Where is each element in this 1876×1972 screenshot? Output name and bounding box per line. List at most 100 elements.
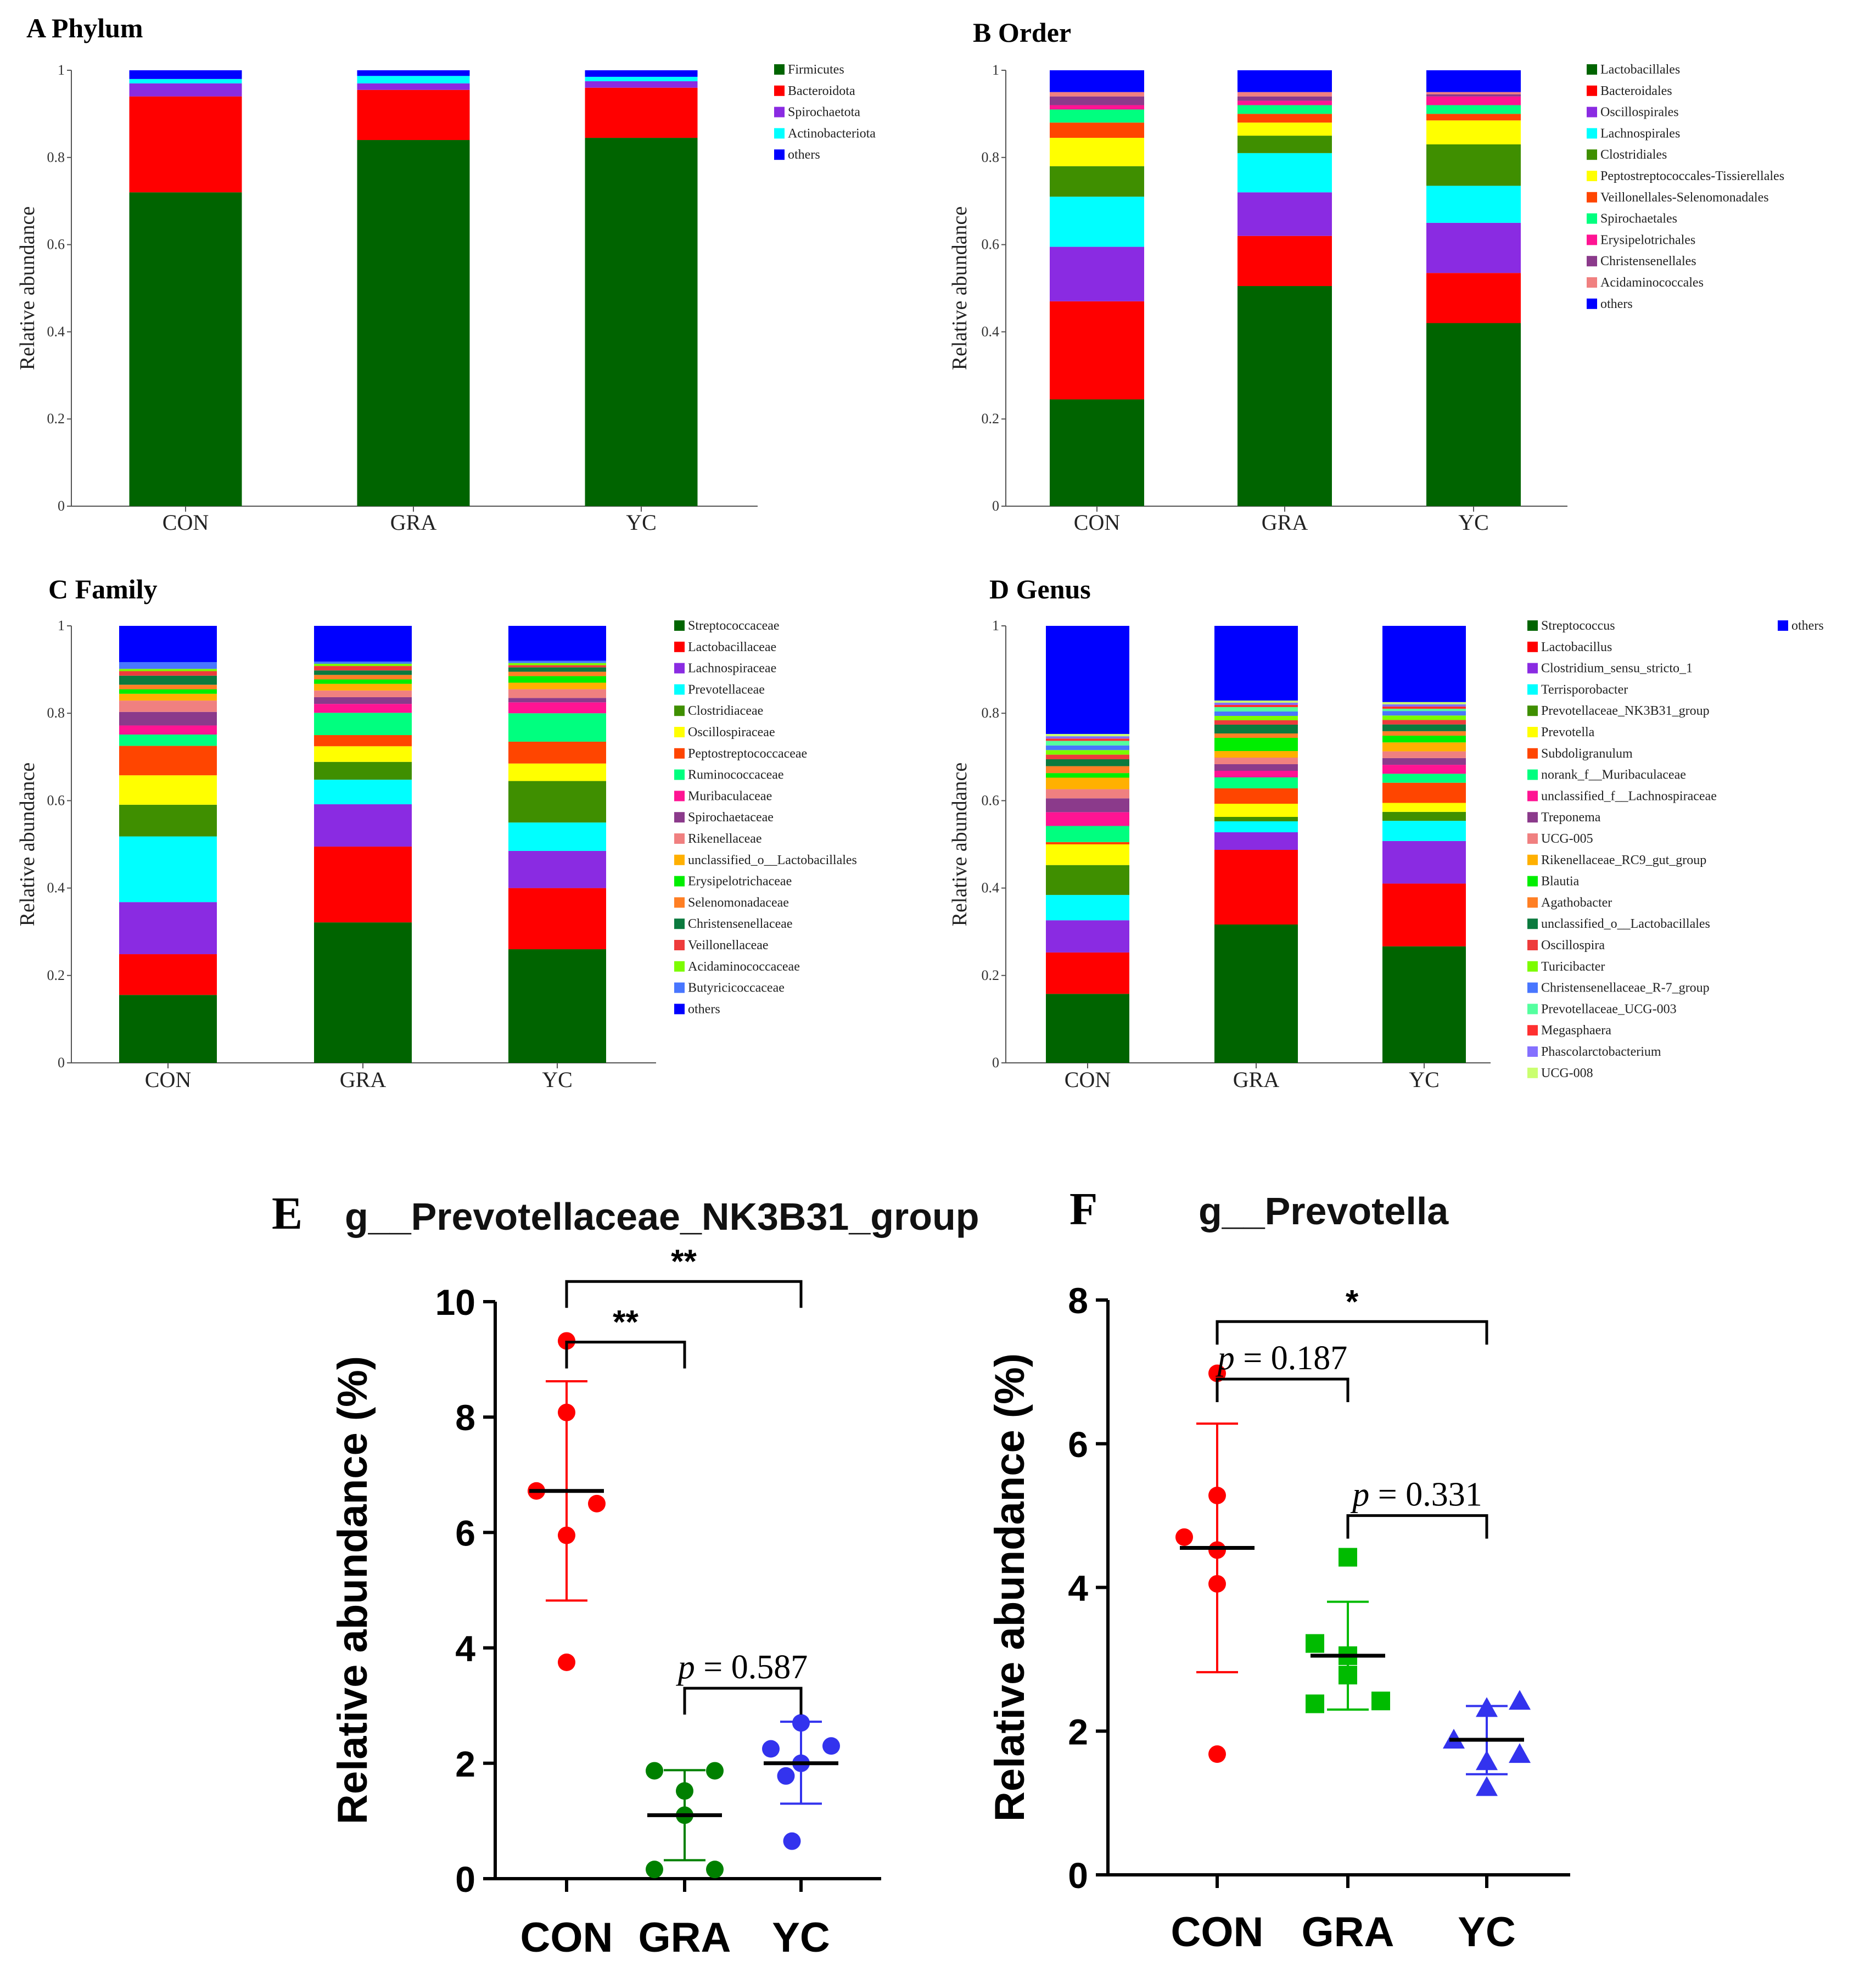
bar-segment-gra bbox=[1237, 92, 1332, 97]
y-axis-label: Relative abundance bbox=[948, 206, 971, 371]
legend-swatch bbox=[1527, 727, 1538, 737]
bar-segment-con bbox=[1050, 122, 1144, 138]
x-tick-label: CON bbox=[520, 1914, 613, 1961]
y-tick-label: 1 bbox=[992, 618, 999, 634]
legend-label: Agathobacter bbox=[1541, 895, 1612, 910]
legend-swatch bbox=[1527, 684, 1538, 695]
data-point bbox=[777, 1767, 795, 1785]
bar-segment-gra bbox=[1237, 122, 1332, 136]
p-value-label: p = 0.331 bbox=[1350, 1476, 1482, 1514]
bar-segment-yc bbox=[1382, 782, 1466, 803]
data-point bbox=[792, 1714, 810, 1732]
bar-segment-con bbox=[1046, 789, 1129, 799]
legend-swatch bbox=[674, 641, 685, 652]
plot-title: g__Prevotellaceae_NK3B31_group bbox=[345, 1195, 979, 1238]
significance-bracket bbox=[683, 1687, 803, 1715]
bar-segment-gra bbox=[1214, 777, 1298, 788]
bar-segment-gra bbox=[314, 804, 412, 847]
legend-label: Bacteroidota bbox=[788, 84, 855, 98]
x-tick-label: YC bbox=[772, 1914, 830, 1961]
bar-segment-yc bbox=[1382, 883, 1466, 946]
bar-segment-gra bbox=[1214, 832, 1298, 850]
legend-swatch bbox=[1527, 705, 1538, 716]
bar-segment-gra bbox=[357, 83, 470, 90]
legend-label: Christensenellaceae bbox=[688, 917, 793, 931]
bar-segment-con bbox=[1046, 741, 1129, 746]
significance-bracket bbox=[1216, 1377, 1349, 1402]
y-tick-label: 0 bbox=[58, 498, 65, 514]
legend-label: Streptococcaceae bbox=[688, 619, 780, 633]
bar-segment-gra bbox=[1237, 136, 1332, 153]
legend-swatch bbox=[674, 620, 685, 631]
x-tick-label: GRA bbox=[1262, 510, 1308, 535]
bar-segment-yc bbox=[1382, 811, 1466, 821]
legend-swatch bbox=[1587, 277, 1597, 288]
bar-segment-con bbox=[119, 746, 217, 776]
legend-swatch bbox=[1587, 149, 1597, 160]
bar-segment-gra bbox=[314, 761, 412, 780]
legend-swatch bbox=[1527, 961, 1538, 972]
panel-c-stacked-bar: C Family 0 0.2 0.4 0.6 0.8 1 Relative abundance… bbox=[16, 574, 857, 1092]
significance-bracket bbox=[1346, 1514, 1488, 1539]
legend-label: others bbox=[1600, 297, 1633, 311]
data-point bbox=[558, 1403, 575, 1421]
bar-segment-gra bbox=[1237, 70, 1332, 92]
legend-label: Treponema bbox=[1541, 810, 1601, 825]
bar-segment-gra bbox=[1237, 114, 1332, 123]
x-tick-label: GRA bbox=[1302, 1909, 1395, 1956]
bar-segment-yc bbox=[508, 676, 606, 683]
bar-segment-yc bbox=[508, 781, 606, 823]
bar-segment-yc bbox=[508, 949, 606, 1063]
bar-segment-gra bbox=[1237, 286, 1332, 506]
data-point bbox=[1476, 1697, 1498, 1717]
data-point bbox=[1306, 1634, 1324, 1653]
legend-swatch bbox=[1527, 1025, 1538, 1036]
data-point bbox=[1476, 1776, 1498, 1796]
y-tick-label: 0 bbox=[992, 498, 999, 514]
bar-segment-yc bbox=[1382, 821, 1466, 841]
data-point bbox=[558, 1653, 575, 1671]
legend-label: Spirochaetaceae bbox=[688, 810, 774, 825]
legend-label: Oscillospiraceae bbox=[688, 725, 775, 740]
legend-swatch bbox=[1587, 128, 1597, 139]
bar-segment-gra bbox=[1237, 105, 1332, 114]
y-tick-label: 6 bbox=[455, 1512, 475, 1553]
legend-label: unclassified_o__Lactobacillales bbox=[688, 853, 857, 867]
bar-segment-yc bbox=[585, 138, 698, 506]
y-tick-label: 2 bbox=[455, 1744, 475, 1784]
legend-swatch bbox=[1587, 85, 1597, 96]
bar-segment-yc bbox=[1382, 724, 1466, 731]
legend-label: unclassified_o__Lactobacillales bbox=[1541, 917, 1710, 931]
legend-swatch bbox=[674, 961, 685, 972]
bar-segment-gra bbox=[1214, 817, 1298, 821]
legend-label: Prevotellaceae_UCG-003 bbox=[1541, 1002, 1677, 1016]
y-tick-label: 0.2 bbox=[47, 967, 65, 983]
data-point bbox=[1208, 1486, 1226, 1504]
bar-segment-con bbox=[119, 995, 217, 1063]
y-tick-label: 2 bbox=[1068, 1711, 1088, 1752]
bar-segment-con bbox=[1050, 96, 1144, 105]
legend-label: Christensenellales bbox=[1600, 254, 1696, 268]
bar-segment-yc bbox=[1426, 120, 1521, 144]
bar-segment-gra bbox=[1214, 758, 1298, 764]
p-value-label: p = 0.587 bbox=[676, 1649, 808, 1686]
legend-label: Lactobacillaceae bbox=[688, 640, 776, 654]
bar-segment-gra bbox=[314, 626, 412, 662]
legend-label: Prevotellaceae_NK3B31_group bbox=[1541, 704, 1710, 718]
bar-segment-gra bbox=[1214, 626, 1298, 701]
y-tick-label: 10 bbox=[435, 1282, 475, 1323]
legend-label: Turicibacter bbox=[1541, 960, 1605, 974]
panel-label-f: F bbox=[1069, 1184, 1097, 1235]
bar-segment-con bbox=[119, 734, 217, 746]
y-tick-label: 0 bbox=[992, 1055, 999, 1071]
bar-segment-yc bbox=[508, 663, 606, 665]
bar-segment-yc bbox=[1382, 751, 1466, 758]
y-tick-label: 0.4 bbox=[982, 880, 1000, 896]
panel-label-a: A Phylum bbox=[26, 13, 143, 43]
bar-segment-yc bbox=[1382, 803, 1466, 812]
bar-segment-con bbox=[1046, 777, 1129, 789]
legend-swatch bbox=[1587, 298, 1597, 309]
legend-label: Christensenellaceae_R-7_group bbox=[1541, 981, 1710, 995]
bar-segment-con bbox=[119, 804, 217, 837]
